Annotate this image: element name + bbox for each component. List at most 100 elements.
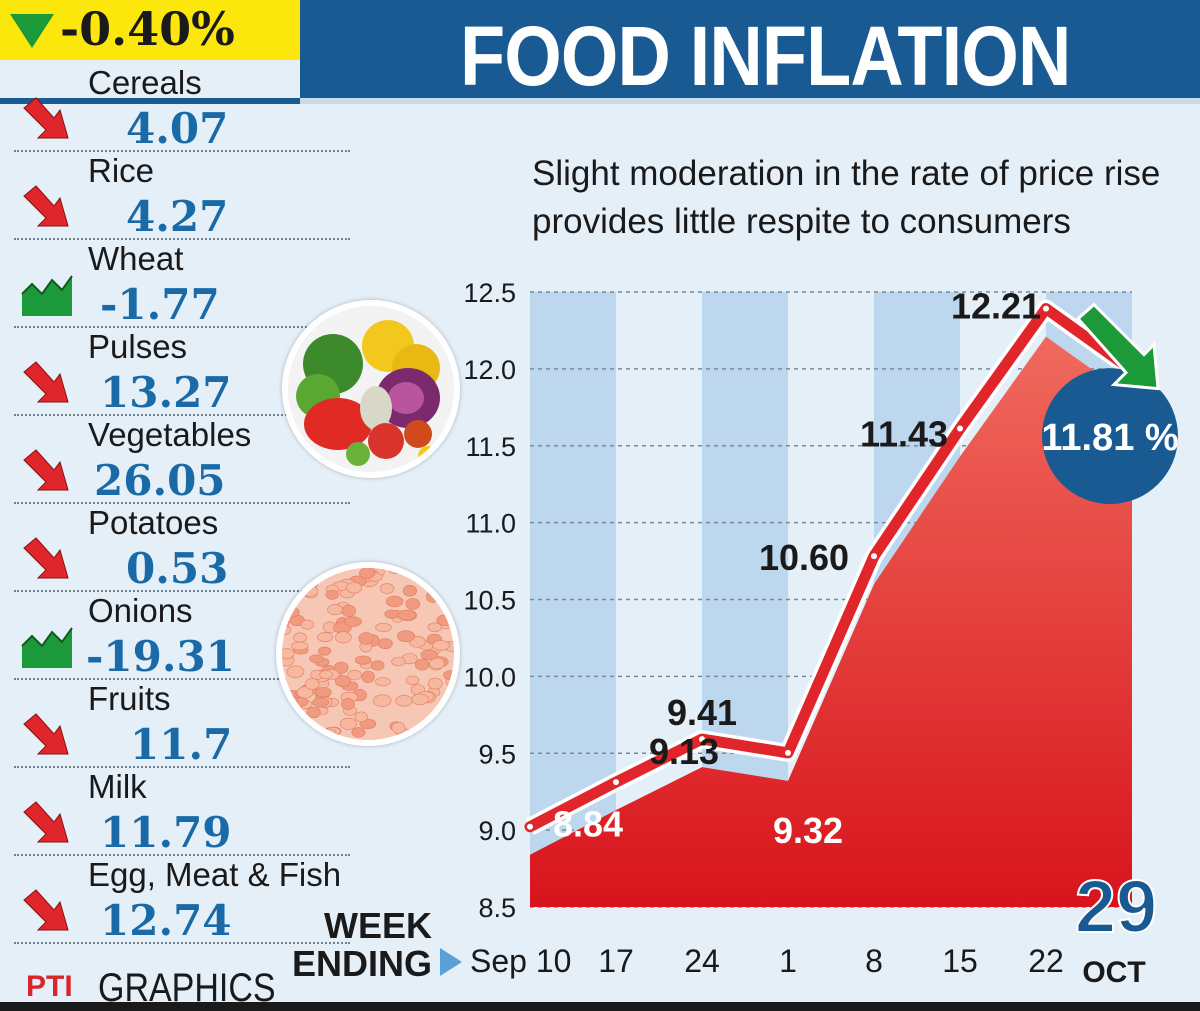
category-name: Pulses [88,328,188,365]
category-name: Milk [88,768,147,805]
data-point [1043,305,1049,312]
category-item: Milk 11.79 [0,768,350,857]
overall-change-badge: -0.40% [0,0,300,60]
x-tick-label: 24 [684,943,720,979]
category-name: Vegetables [88,416,252,453]
data-label: 11.81 % [1041,417,1178,459]
rising-arrow-icon [23,537,69,579]
category-item: Potatoes 0.53 [0,504,350,593]
x-axis-title: WEEK [324,905,432,946]
category-value: 13.27 [100,368,232,417]
rising-arrow-icon [23,361,69,403]
category-value: 26.05 [94,456,226,505]
rising-arrow-icon [23,801,69,843]
category-value: -19.31 [86,632,235,681]
data-point [785,749,791,756]
overall-change-value: -0.40% [60,2,235,56]
rising-arrow-icon [23,889,69,931]
x-tick-label: 8 [865,943,883,979]
title-bar [0,0,1200,104]
x-axis-title: ENDING [292,943,432,984]
y-tick-label: 9.5 [478,739,516,769]
divider [14,854,350,856]
y-tick-label: 10.5 [463,586,516,616]
data-label: 12.21 [951,286,1041,327]
data-label: 9.41 [667,692,737,733]
x-tick-label: 22 [1028,943,1064,979]
category-name: Potatoes [88,504,219,541]
latest-value-badge [1042,368,1178,505]
y-tick-label: 11.0 [465,509,516,539]
category-name: Cereals [88,64,202,101]
category-name: Wheat [88,240,184,277]
category-name: Onions [88,592,193,629]
bottom-rule [0,1002,1200,1011]
divider [14,502,350,504]
pti-logo: PTI [24,970,92,1002]
data-label: 10.60 [759,537,849,578]
divider [14,150,350,152]
category-item: Onions -19.31 [0,592,350,681]
vegetables-photo [282,300,460,478]
data-label: 8.84 [553,804,623,845]
pti-logo-text: PTI [26,970,73,1002]
data-point [527,823,533,830]
month-label: OCT [1082,956,1145,989]
data-point [871,553,877,560]
category-item: Fruits 11.7 [0,680,350,769]
data-point [699,736,705,743]
category-value: 4.07 [126,104,229,153]
data-label: 11.43 [860,414,948,455]
area-fill [530,336,1132,907]
data-label: 9.32 [773,810,843,851]
y-tick-label: 10.0 [463,662,516,692]
rising-arrow-icon [23,713,69,755]
category-item: Wheat -1.77 [0,240,350,329]
category-value: 4.27 [126,192,229,241]
y-tick-label: 8.5 [478,893,516,923]
down-arrow-icon [10,14,54,48]
y-tick-label: 12.0 [463,355,516,385]
falling-trend-icon [21,627,73,668]
divider [14,766,350,768]
falling-trend-icon [21,275,73,316]
category-value: 11.79 [100,808,232,857]
chart-subtitle: Slight moderation in the rate of price r… [532,154,1161,241]
category-item: Egg, Meat & Fish 12.74 [0,856,350,945]
x-tick-label-latest: 29 [1075,865,1157,948]
category-item: Cereals 4.07 [0,64,350,153]
divider [14,238,350,240]
category-item: Vegetables 26.05 [0,416,350,505]
x-tick-label: 1 [779,943,797,979]
data-point [957,425,963,432]
data-point [613,779,619,786]
category-value: 12.74 [100,896,232,945]
category-value: 11.7 [130,720,233,769]
divider [14,414,350,416]
pointer-arrow-icon [440,948,462,976]
y-tick-label: 11.5 [465,432,516,462]
category-value: 0.53 [126,544,229,593]
rising-arrow-icon [23,449,69,491]
category-item: Pulses 13.27 [0,328,350,417]
x-tick-label: Sep 10 [470,943,571,979]
x-tick-label: 17 [598,943,634,979]
category-name: Egg, Meat & Fish [88,856,342,893]
y-tick-label: 12.5 [463,278,516,308]
x-tick-label: 15 [942,943,978,979]
page-title: FOOD INFLATION [460,9,1071,103]
divider [14,942,350,944]
divider [14,678,350,680]
falling-arrow-icon [1075,302,1160,391]
category-name: Rice [88,152,155,189]
divider [14,326,350,328]
rising-arrow-icon [23,97,69,139]
category-value: -1.77 [100,280,220,329]
category-item: Rice 4.27 [0,152,350,241]
y-tick-label: 9.0 [478,816,516,846]
rising-arrow-icon [23,185,69,227]
data-label: 9.13 [649,731,719,772]
category-name: Fruits [88,680,171,717]
series-line [524,303,1138,833]
